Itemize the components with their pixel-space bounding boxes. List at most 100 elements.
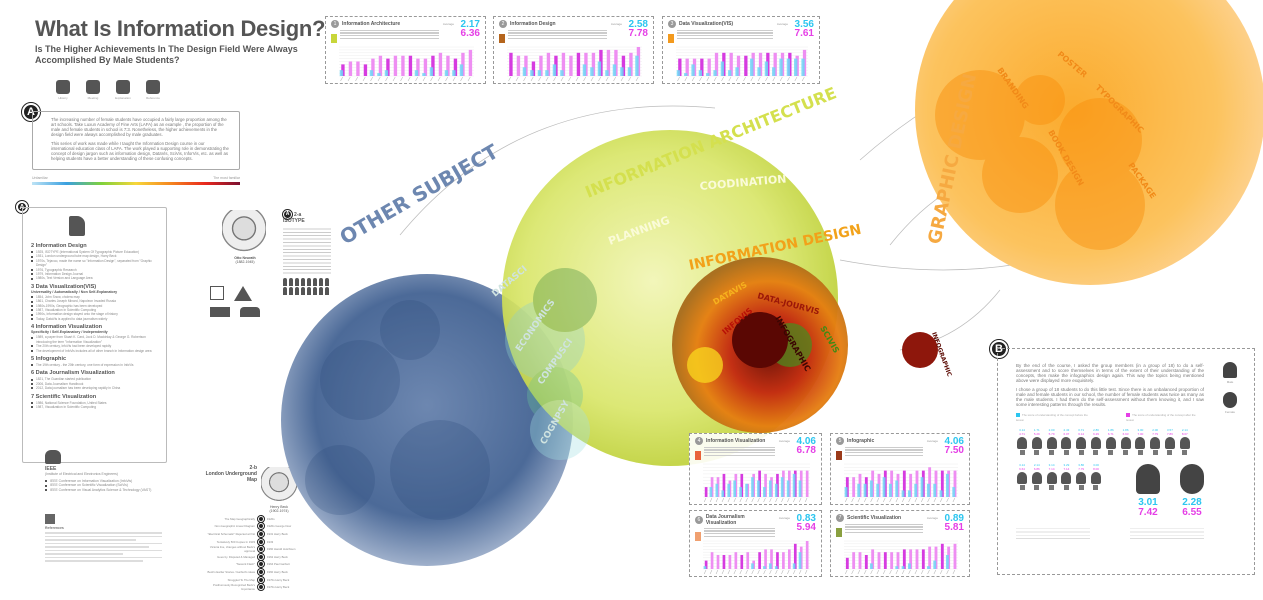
magnifier-icon [146,80,160,94]
familiarity-scale: Unfamiliar The most familiar [32,176,240,185]
score-before: 2.14 [1033,463,1040,467]
bar-before [422,73,426,76]
x-tick-mark [851,497,854,503]
x-tick-mark [781,569,784,575]
x-tick-mark [851,569,854,575]
score-bar-chart [844,540,958,575]
average-after: 7.78 [628,28,648,39]
history-item: The 20th century, InfoVis had been devel… [31,344,160,348]
bar-after [546,52,551,76]
female-label: Female [1224,410,1235,414]
bar-after [770,549,773,569]
person-icon [313,287,317,295]
timeline-dot [257,545,265,554]
bar-after [704,560,708,569]
student-icon [1061,472,1072,484]
bar-before [786,480,790,497]
bar-after [722,555,726,569]
x-tick-mark [385,76,389,82]
person-name: Henry Beck [269,505,289,509]
chart-number-badge: 3 [668,20,676,28]
chart-description [508,28,607,40]
timeline-event: "Electrical Schematic" Rejected at first… [205,529,335,538]
chart-panel-information-design: 2 Information Design Average 2.58 7.78 [493,16,654,84]
x-tick-mark [863,497,867,503]
x-tick-mark [946,497,949,503]
book-icon [836,528,842,537]
history-item: 1980s-1990s, Geographic has been develop… [31,304,160,308]
factory-icon [240,307,260,317]
bar-after [614,49,618,76]
book-icon [836,451,842,460]
x-tick-mark [927,497,930,503]
bar-after [734,552,738,569]
beck-code: 2-b [249,465,258,471]
x-tick-mark [793,569,796,575]
x-tick-mark [775,497,778,503]
x-tick-mark [538,76,542,82]
bar-after [561,52,566,76]
chart-number-badge: 4 [695,437,703,445]
timeline-event-date: 1960 Harold Hutchison [267,547,296,552]
student-icon [1164,437,1175,449]
x-tick-mark [628,76,632,82]
chart-header: 4 Information Visualization Average 4.06 6.7… [695,437,816,460]
bar-after [453,58,458,76]
ieee-item: IEEE Conference on Scientific Visualizat… [45,483,170,487]
warning-sign-icon [234,286,252,301]
bar-after [606,49,611,76]
score-after: 6.07 [1063,431,1070,436]
student-figure: 3.86 7.79 [1075,463,1087,518]
student-qr-marker [1108,450,1114,455]
student-icon [1076,437,1087,449]
timeline-dot [257,583,265,592]
person-icon [307,278,311,286]
bar-after [805,541,809,569]
average-after: 5.94 [796,522,816,533]
timeline-event-date: 1962 Harry Beck [267,554,288,559]
average-label: Average [776,22,788,26]
student-figure: 3.57 7.86 [1164,428,1176,456]
student-qr-marker [1167,450,1173,455]
chart-header: 2 Information Design Average 2.58 7.78 [499,20,648,43]
history-item: 2012, Data journalism has been developin… [31,386,160,390]
score-after: 4.71 [1019,431,1025,436]
timeline-dot [257,529,265,538]
bar-before [863,483,867,497]
person-icon [325,278,329,286]
infographic-inner-circle [732,312,788,368]
x-tick-mark [735,76,739,82]
student-figure: 2.00 5.79 [1046,428,1058,456]
x-tick-mark [721,497,725,503]
average-before: 3.56 [794,19,814,30]
score-before: 3.57 [1167,428,1173,432]
student-figure: 1.86 6.93 [1120,428,1132,456]
bar-after [569,55,573,76]
x-tick-mark [920,497,924,503]
bar-after [845,557,849,569]
x-tick-mark [635,76,639,82]
bar-before [895,480,899,497]
bar-after [707,58,711,76]
bar-before [757,67,761,76]
person-icon [325,287,329,295]
male-student-figures: 3.14 6.64 2.14 6.86 3.14 7.14 3.29 7.14 3.86 7.79… [1016,463,1102,518]
x-tick-mark [721,76,724,82]
average-scores: 0.89 5.81 [942,514,964,533]
timeline-event-date: 1970s Harry Beck [267,585,290,590]
bar-after [408,55,413,76]
timeline-event-label: "Nework Flash" [235,562,255,567]
female-icon [1223,392,1237,408]
chart-description [340,28,439,40]
x-tick-mark [727,569,731,575]
bar-before [751,563,754,569]
bar-after [782,552,785,569]
bar-before [768,563,772,569]
x-tick-mark [863,569,867,575]
male-label: Male [1226,380,1234,384]
timeline-event-date: 1933 [267,539,274,544]
x-tick-mark [844,497,848,503]
chart-title: Data Visualization(VIS) [679,21,734,27]
score-after: 7.79 [1152,431,1159,436]
bar-after [431,55,435,76]
